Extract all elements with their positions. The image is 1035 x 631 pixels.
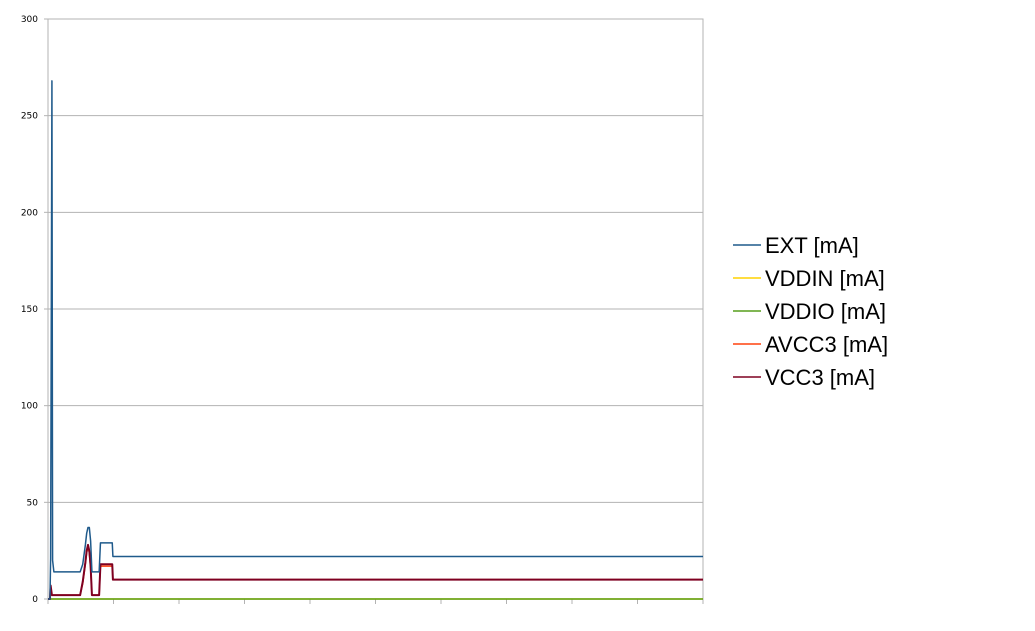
- y-tick-label: 300: [21, 15, 38, 25]
- legend-label: VDDIO [mA]: [765, 299, 886, 324]
- y-tick-label: 100: [21, 402, 38, 412]
- legend-label: EXT [mA]: [765, 233, 859, 258]
- y-tick-label: 0: [32, 595, 38, 605]
- series-lines: [48, 80, 703, 600]
- legend-label: VCC3 [mA]: [765, 365, 875, 390]
- y-tick-label: 150: [21, 305, 38, 315]
- y-tick-label: 200: [21, 208, 38, 218]
- series-line-3: [48, 546, 703, 600]
- series-line-4: [48, 543, 703, 600]
- legend-label: VDDIN [mA]: [765, 266, 885, 291]
- series-line-0: [48, 80, 703, 600]
- gridlines: [48, 18, 703, 503]
- y-tick-label: 50: [27, 498, 39, 508]
- legend: EXT [mA] VDDIN [mA] VDDIO [mA] AVCC3 [mA] VC…: [733, 233, 888, 390]
- y-tick-label: 250: [21, 112, 38, 122]
- legend-label: AVCC3 [mA]: [765, 332, 888, 357]
- axes: 0 50 100 150 200 250 300: [21, 15, 704, 605]
